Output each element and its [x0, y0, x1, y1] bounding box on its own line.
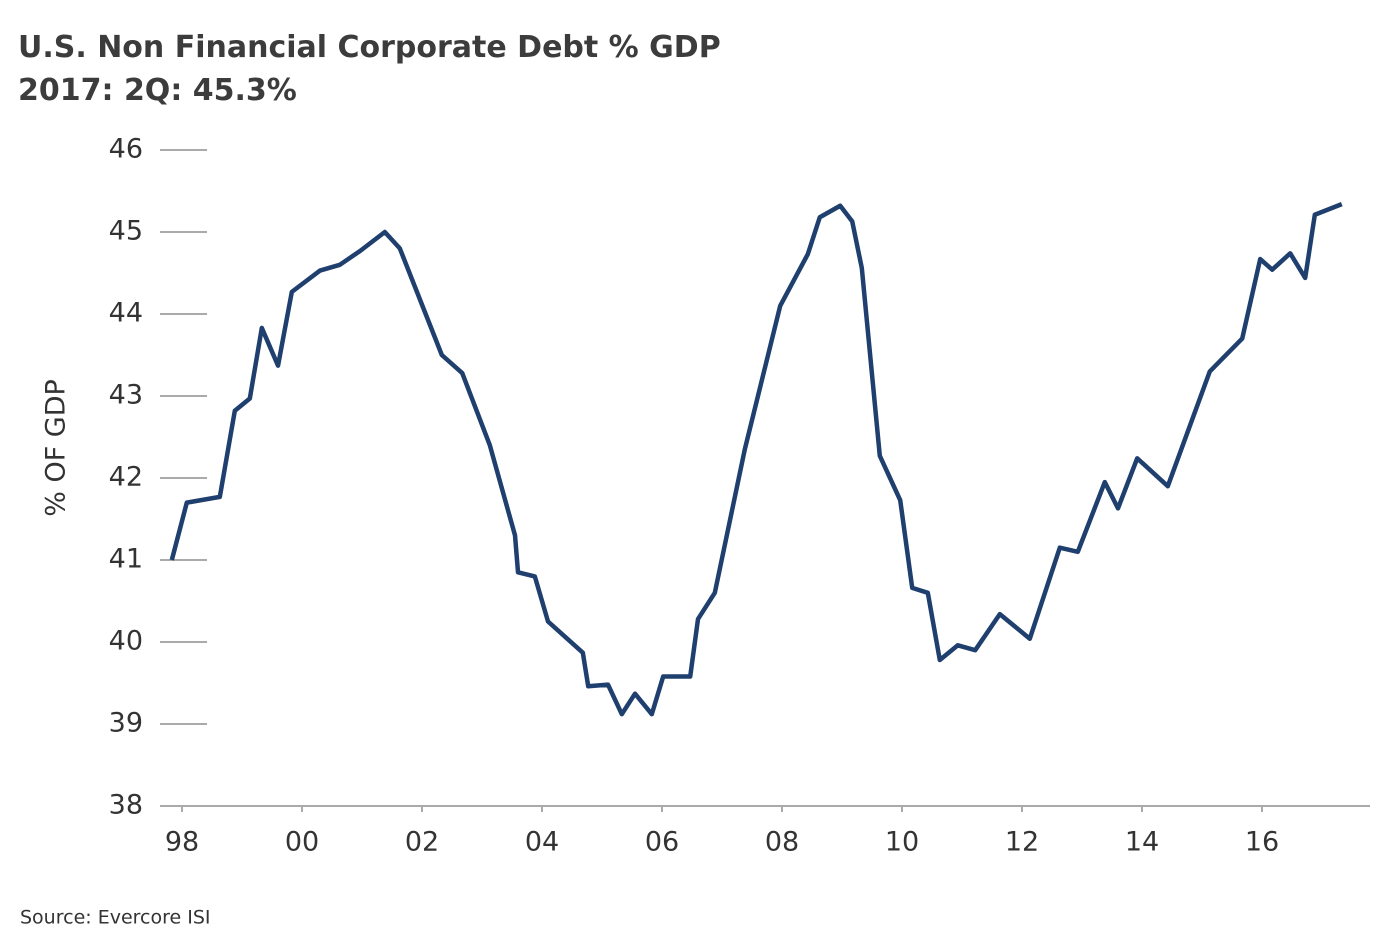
x-tick-label: 02 — [405, 827, 439, 858]
chart-title: U.S. Non Financial Corporate Debt % GDP — [18, 30, 721, 65]
data-line — [169, 202, 1343, 717]
x-tick-label: 10 — [885, 827, 919, 858]
y-tick-label: 45 — [109, 216, 143, 247]
x-tick-label: 06 — [645, 827, 679, 858]
y-tick-label: 43 — [109, 380, 143, 411]
x-tick-label: 14 — [1125, 827, 1159, 858]
x-tick-label: 12 — [1005, 827, 1039, 858]
x-tick-label: 98 — [165, 827, 199, 858]
y-axis-label: % OF GDP — [41, 379, 72, 517]
y-tick-label: 46 — [109, 134, 143, 165]
y-tick-label: 38 — [109, 790, 143, 821]
y-tick-label: 41 — [109, 544, 143, 575]
x-tick-label: 08 — [765, 827, 799, 858]
y-tick-label: 42 — [109, 462, 143, 493]
x-tick-label: 16 — [1245, 827, 1279, 858]
x-tick-label: 04 — [525, 827, 559, 858]
y-tick-label: 40 — [109, 626, 143, 657]
source: Source: Evercore ISI — [20, 907, 211, 929]
x-tick-label: 00 — [285, 827, 319, 858]
y-tick-label: 44 — [109, 298, 143, 329]
y-tick-label: 39 — [109, 708, 143, 739]
chart-subtitle: 2017: 2Q: 45.3% — [18, 73, 297, 108]
